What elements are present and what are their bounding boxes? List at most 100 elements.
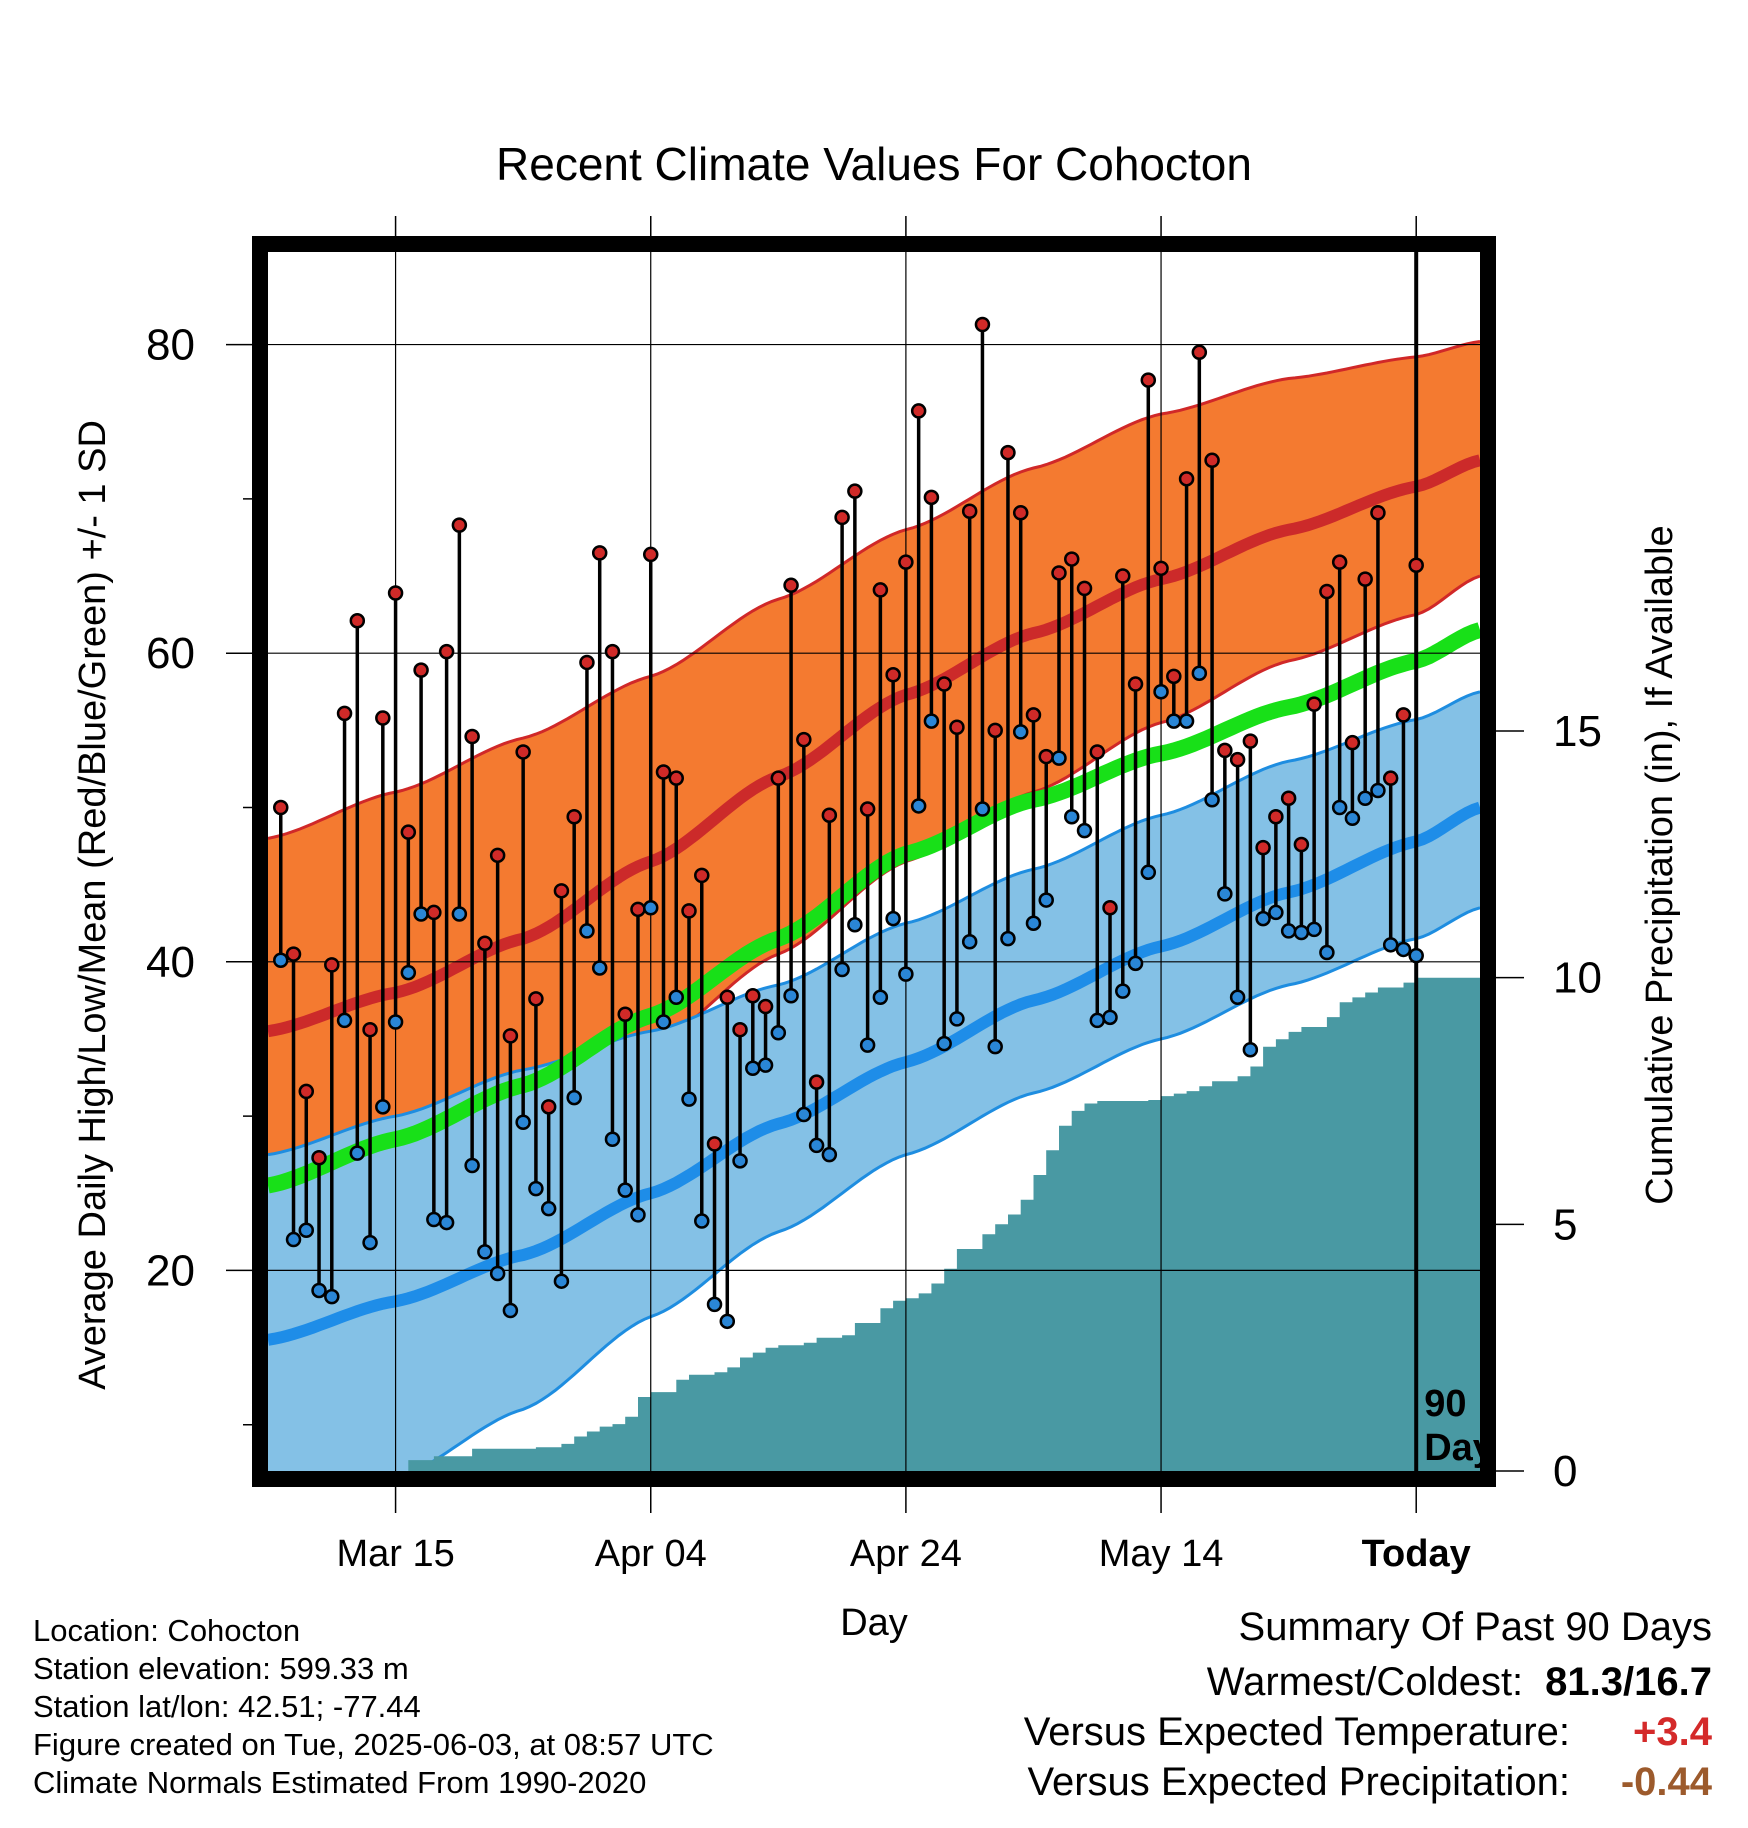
daily-high-point — [1408, 557, 1424, 573]
daily-low-point — [1089, 1012, 1106, 1029]
daily-low-point — [1319, 944, 1335, 961]
daily-low-point — [821, 1146, 838, 1163]
high-normal-band — [268, 341, 1480, 1209]
daily-low-point — [732, 1153, 748, 1169]
latlon-text: Station lat/lon: 42.51; -77.44 — [33, 1689, 421, 1724]
daily-low-point — [579, 923, 595, 939]
daily-low-point — [974, 801, 991, 817]
daily-high-point — [515, 744, 531, 760]
daily-low-point — [923, 713, 940, 729]
daily-low-point — [847, 917, 863, 933]
created-text: Figure created on Tue, 2025-06-03, at 08… — [33, 1727, 714, 1762]
y-axis-label: Average Daily High/Low/Mean (Red/Blue/Gr… — [72, 420, 114, 1390]
daily-low-point — [1370, 782, 1386, 799]
daily-high-point — [898, 554, 914, 570]
daily-low-point — [413, 906, 429, 922]
y2-tick-label: 0 — [1553, 1447, 1577, 1496]
daily-high-point — [859, 801, 876, 817]
daily-high-point — [273, 799, 289, 816]
daily-high-point — [528, 991, 544, 1007]
daily-low-point — [1255, 910, 1271, 927]
summary-title: Summary Of Past 90 Days — [1238, 1605, 1712, 1649]
daily-low-point — [1395, 941, 1412, 958]
daily-low-point — [553, 1273, 570, 1289]
daily-low-point — [1063, 809, 1080, 825]
daily-low-point — [783, 987, 799, 1004]
daily-high-point — [1025, 707, 1042, 723]
y-tick-label: 60 — [146, 629, 195, 678]
daily-low-point — [1012, 724, 1029, 740]
daily-low-point — [808, 1137, 825, 1154]
daily-low-point — [961, 933, 978, 950]
daily-high-point — [540, 1099, 557, 1115]
daily-high-point — [910, 403, 927, 419]
daily-low-point — [1229, 989, 1246, 1006]
daily-low-point — [1191, 665, 1208, 681]
daily-high-point — [987, 722, 1003, 739]
daily-high-point — [961, 503, 978, 519]
daily-high-point — [694, 867, 710, 884]
summary-precipitation: Versus Expected Precipitation: -0.44 — [1024, 1757, 1712, 1807]
daily-low-point — [1382, 937, 1399, 953]
daily-high-point — [681, 903, 697, 919]
daily-high-point — [923, 489, 940, 506]
daily-high-point — [387, 585, 404, 601]
daily-high-point — [1268, 809, 1284, 825]
daily-low-point — [630, 1207, 646, 1223]
daily-high-point — [1229, 751, 1246, 768]
daily-low-point — [745, 1060, 761, 1077]
daily-low-point — [885, 910, 901, 927]
daily-high-point — [1191, 344, 1208, 361]
daily-mean-normal-line — [268, 622, 1480, 1194]
daily-high-point — [642, 546, 659, 563]
daily-high-point — [872, 582, 889, 598]
daily-low-point — [591, 960, 608, 976]
daily-low-point — [796, 1106, 812, 1123]
daily-high-point — [591, 545, 608, 561]
daily-low-point — [489, 1265, 506, 1282]
daily-low-point — [1306, 921, 1322, 938]
daily-high-point — [375, 710, 391, 726]
daily-high-point — [1127, 676, 1144, 692]
temp-anomaly-value: +3.4 — [1633, 1710, 1712, 1754]
daily-high-point — [1063, 551, 1080, 567]
daily-high-point — [489, 847, 506, 864]
daily-low-point — [910, 798, 927, 814]
daily-high-point — [1319, 583, 1335, 600]
daily-high-point — [324, 957, 340, 973]
daily-high-point — [1102, 900, 1118, 916]
high-mean-normal-line — [268, 454, 1480, 1038]
temp-anomaly-label: Versus Expected Temperature: — [1023, 1710, 1570, 1754]
low-normal-upper-edge — [268, 690, 1480, 1157]
daily-high-point — [1293, 836, 1310, 853]
daily-high-point — [1115, 568, 1131, 584]
summary-panel: Summary Of Past 90 Days Warmest/Coldest:… — [1024, 1605, 1712, 1807]
x-tick-label: Apr 24 — [850, 1533, 962, 1575]
daily-low-point — [617, 1182, 633, 1198]
daily-high-point — [1140, 372, 1157, 388]
daily-high-point — [1038, 748, 1054, 765]
y2-tick-label: 15 — [1553, 707, 1602, 756]
daily-low-point — [1038, 892, 1054, 908]
daily-high-point — [1012, 505, 1029, 521]
low-normal-lower-edge — [411, 906, 1480, 1471]
daily-high-point — [796, 731, 812, 748]
daily-high-point — [834, 509, 850, 526]
daily-high-point — [1166, 668, 1182, 685]
warmest-coldest-label: Warmest/Coldest: — [1206, 1660, 1524, 1704]
daily-high-point — [336, 705, 353, 722]
daily-low-point — [706, 1296, 723, 1313]
precip-anomaly-label: Versus Expected Precipitation: — [1027, 1760, 1570, 1804]
daily-high-point — [1076, 580, 1093, 597]
daily-high-point — [745, 987, 761, 1004]
daily-low-point — [528, 1180, 544, 1197]
daily-high-point — [1382, 770, 1399, 786]
x-tick-label: Mar 15 — [336, 1533, 454, 1575]
daily-high-point — [1051, 565, 1067, 581]
daily-high-point — [1357, 571, 1373, 587]
daily-low-point — [451, 906, 468, 922]
daily-low-point — [1280, 923, 1297, 939]
daily-high-point — [1331, 554, 1348, 570]
daily-low-point — [1025, 915, 1042, 931]
daily-low-point — [1408, 947, 1424, 964]
